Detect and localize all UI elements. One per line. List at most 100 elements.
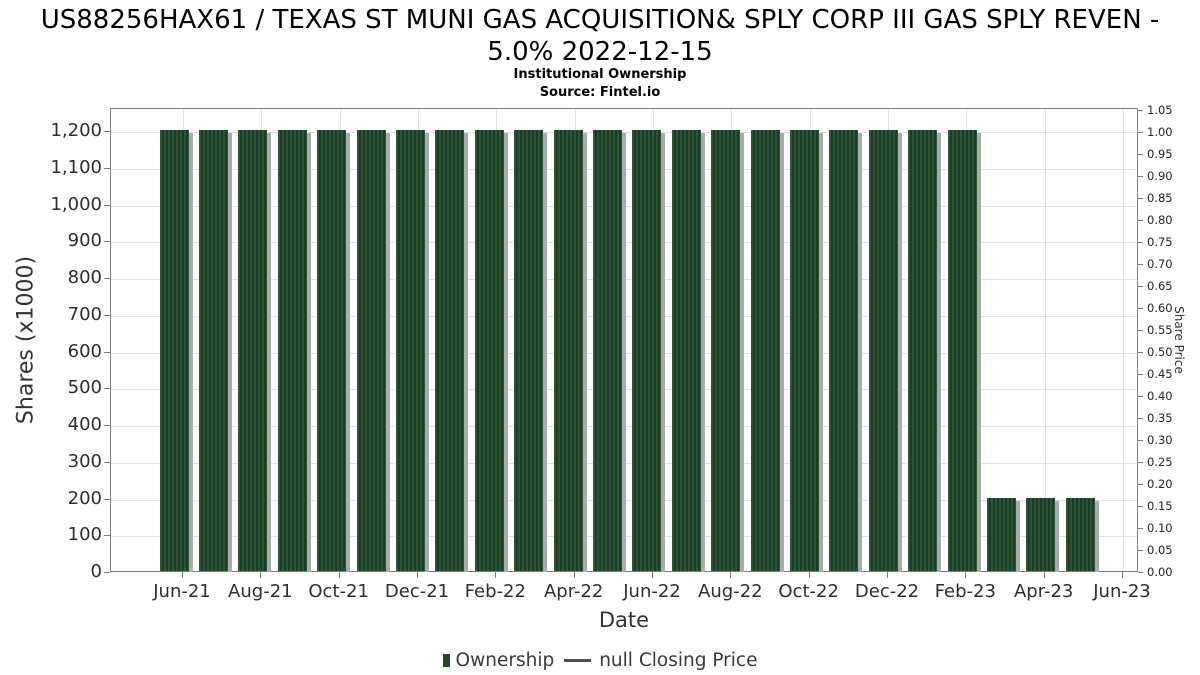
chart-source: Source: Fintel.io: [539, 85, 661, 100]
y-axis-title-right: Share Price: [1172, 306, 1186, 374]
y-tick-label-right: 0.85: [1147, 191, 1173, 205]
y-tick-right: [1138, 550, 1143, 551]
y-tick-label-left: 1,000: [50, 193, 102, 215]
x-tick: [338, 572, 340, 578]
y-tick-right: [1138, 462, 1143, 463]
y-tick-left: [104, 498, 110, 500]
y-tick-right: [1138, 572, 1143, 573]
ownership-bar: [435, 130, 469, 572]
x-tick-label: Jun-23: [1093, 581, 1151, 602]
y-tick-left: [104, 388, 110, 390]
y-tick-label-right: 0.35: [1147, 411, 1173, 425]
y-tick-label-right: 0.55: [1147, 323, 1173, 337]
y-tick-label-right: 1.00: [1147, 125, 1173, 139]
y-tick-label-left: 200: [67, 487, 102, 509]
x-tick-label: Feb-23: [934, 581, 996, 602]
y-tick-right: [1138, 242, 1143, 243]
y-tick-label-right: 0.00: [1147, 565, 1173, 579]
ownership-bar: [356, 130, 390, 572]
ownership-bar: [514, 130, 548, 572]
ownership-bar: [829, 130, 863, 572]
y-tick-right: [1138, 396, 1143, 397]
x-tick: [1043, 572, 1045, 578]
ownership-bar: [868, 130, 902, 572]
ownership-bar: [1026, 497, 1060, 572]
y-tick-label-left: 300: [67, 450, 102, 472]
y-tick-left: [104, 572, 110, 573]
y-tick-right: [1138, 418, 1143, 419]
chart-subtitle: Institutional Ownership: [513, 67, 687, 82]
ownership-bar: [238, 130, 272, 572]
y-tick-label-right: 0.45: [1147, 367, 1173, 381]
chart-title: US88256HAX61 / TEXAS ST MUNI GAS ACQUISI…: [40, 5, 1160, 67]
x-tick-label: Feb-22: [464, 581, 526, 602]
y-tick-label-right: 0.20: [1147, 477, 1173, 491]
y-tick-right: [1138, 440, 1143, 441]
x-tick-label: Dec-22: [854, 581, 920, 602]
ownership-bar: [198, 130, 232, 572]
y-tick-right: [1138, 374, 1143, 375]
x-tick: [808, 572, 810, 578]
v-gridline: [1044, 109, 1046, 571]
y-tick-left: [104, 241, 110, 243]
y-tick-label-left: 800: [67, 267, 102, 288]
y-tick-left: [104, 461, 110, 463]
y-tick-label-right: 0.80: [1147, 213, 1173, 227]
y-tick-right: [1138, 330, 1143, 331]
ownership-bar: [750, 130, 784, 572]
y-tick-label-left: 900: [67, 230, 102, 252]
y-tick-right: [1138, 528, 1143, 529]
y-tick-label-left: 400: [67, 414, 102, 435]
y-tick-right: [1138, 154, 1143, 155]
x-tick: [1122, 572, 1123, 578]
y-tick-label-left: 1,200: [50, 120, 102, 141]
y-tick-label-left: 0: [90, 561, 102, 582]
y-tick-left: [104, 425, 110, 426]
y-tick-right: [1138, 198, 1143, 199]
ownership-bar: [159, 130, 193, 572]
y-tick-right: [1138, 176, 1143, 177]
ownership-bar: [908, 130, 942, 572]
x-axis-title: Date: [598, 608, 650, 632]
x-tick-label: Aug-21: [228, 581, 293, 602]
y-tick-right: [1138, 220, 1143, 221]
y-tick-label-left: 1,100: [50, 156, 102, 178]
y-tick-label-left: 600: [67, 340, 102, 362]
ownership-bar: [947, 130, 981, 572]
x-tick-label: Dec-21: [384, 581, 450, 602]
y-tick-label-right: 0.75: [1147, 235, 1173, 249]
ownership-bar: [277, 130, 311, 572]
plot-area: [110, 108, 1138, 572]
ownership-bar: [553, 130, 587, 572]
y-tick-right: [1138, 308, 1143, 309]
ownership-bar: [395, 130, 429, 572]
x-tick-label: Apr-22: [543, 581, 604, 602]
y-tick-label-right: 0.90: [1147, 169, 1173, 183]
ownership-bar: [986, 497, 1020, 572]
y-tick-label-right: 0.60: [1147, 301, 1173, 315]
y-tick-label-left: 500: [67, 377, 102, 399]
h-gridline: [111, 132, 1137, 133]
y-axis-title-left: Shares (x1000): [13, 255, 39, 425]
y-tick-right: [1138, 352, 1143, 353]
y-tick-label-right: 0.10: [1147, 521, 1173, 535]
ownership-bar: [711, 130, 745, 572]
y-tick-right: [1138, 484, 1143, 485]
y-tick-label-right: 0.40: [1147, 389, 1173, 403]
x-tick: [730, 572, 732, 578]
y-tick-label-right: 0.70: [1147, 257, 1173, 271]
y-tick-label-right: 0.05: [1147, 543, 1173, 557]
y-tick-right: [1138, 110, 1143, 111]
y-tick-left: [104, 131, 110, 132]
x-tick-label: Jun-21: [153, 581, 211, 602]
x-tick: [182, 572, 183, 578]
y-tick-label-left: 100: [67, 524, 102, 546]
y-tick-label-right: 0.50: [1147, 345, 1173, 359]
y-tick-right: [1138, 132, 1143, 133]
y-tick-label-right: 1.05: [1147, 103, 1173, 117]
ownership-bar: [592, 130, 626, 572]
y-tick-label-left: 700: [67, 303, 102, 325]
x-tick: [417, 572, 418, 578]
ownership-bar: [671, 130, 705, 572]
